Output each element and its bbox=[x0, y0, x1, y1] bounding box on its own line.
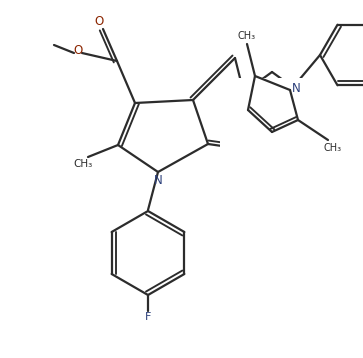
Text: CH₃: CH₃ bbox=[238, 31, 256, 41]
Text: F: F bbox=[145, 312, 151, 322]
Bar bbox=[220, 78, 320, 158]
Text: CH₃: CH₃ bbox=[324, 143, 342, 153]
Text: O: O bbox=[73, 44, 83, 57]
Text: CH₃: CH₃ bbox=[73, 159, 93, 169]
Text: N: N bbox=[154, 174, 162, 187]
Text: N: N bbox=[291, 82, 300, 95]
Text: O: O bbox=[94, 15, 103, 28]
Text: O: O bbox=[246, 142, 256, 155]
